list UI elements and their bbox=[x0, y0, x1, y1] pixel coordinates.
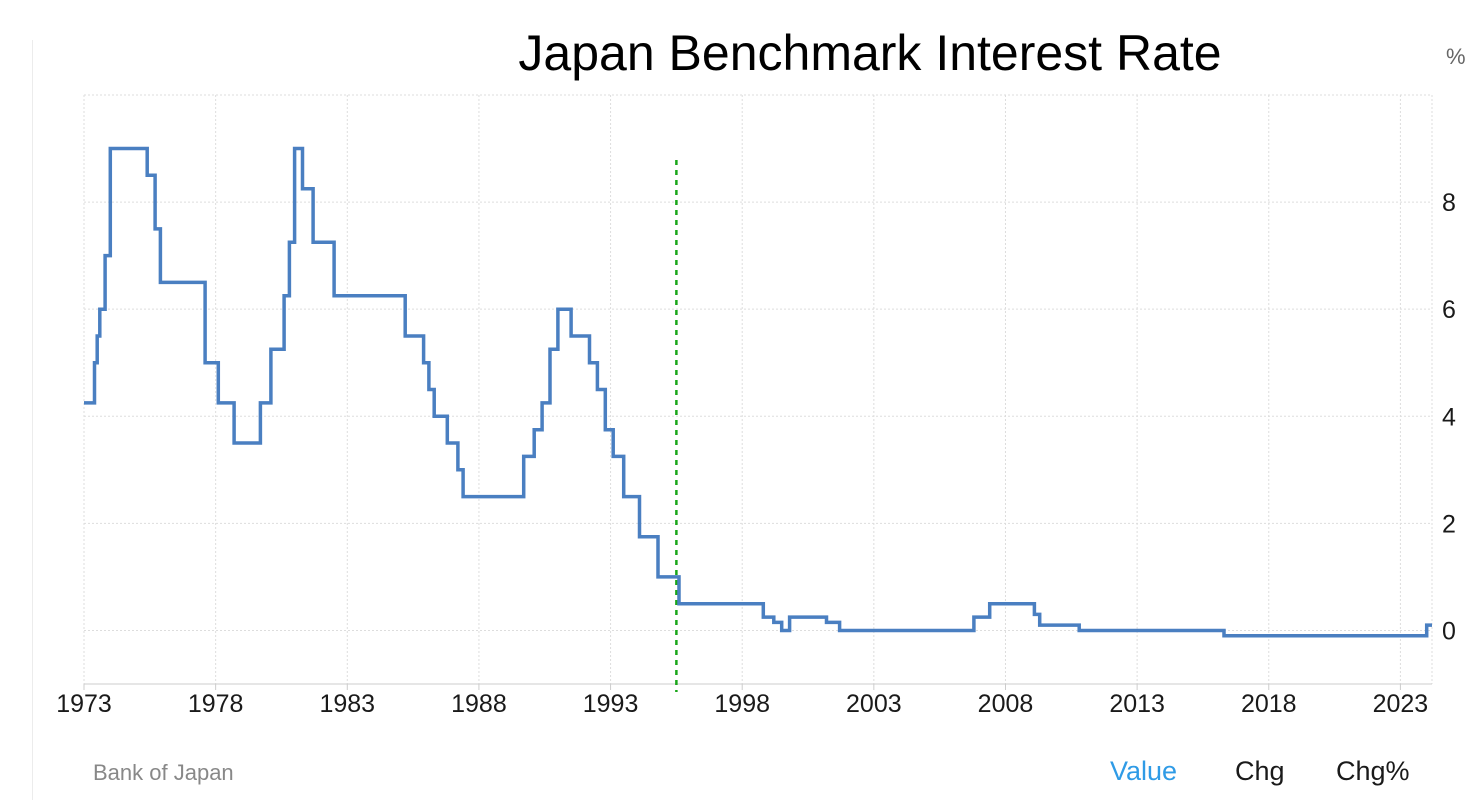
source-label: Bank of Japan bbox=[93, 760, 234, 785]
unit-label: % bbox=[1446, 44, 1466, 69]
x-tick-label: 2018 bbox=[1241, 690, 1297, 718]
view-tabs: Value Chg Chg% bbox=[0, 756, 1484, 792]
chart-title: Japan Benchmark Interest Rate bbox=[518, 25, 1222, 81]
y-tick-label: 0 bbox=[1442, 617, 1456, 645]
x-tick-label: 1973 bbox=[56, 690, 112, 718]
x-tick-label: 1983 bbox=[319, 690, 375, 718]
x-tick-label: 1988 bbox=[451, 690, 507, 718]
x-tick-label: 1978 bbox=[188, 690, 244, 718]
chart-area: 1973 1978 1983 1988 1993 1998 2003 2008 2013 2018… bbox=[56, 94, 1456, 718]
y-tick-label: 6 bbox=[1442, 296, 1456, 324]
tab-value[interactable]: Value bbox=[1110, 756, 1178, 786]
tab-chg[interactable]: Chg bbox=[1235, 756, 1285, 786]
y-tick-label: 4 bbox=[1442, 403, 1456, 431]
y-tick-label: 8 bbox=[1442, 189, 1456, 217]
x-tick-label: 2013 bbox=[1109, 690, 1165, 718]
y-tick-label: 2 bbox=[1442, 510, 1456, 538]
tab-chg-percent[interactable]: Chg% bbox=[1336, 756, 1410, 786]
series-line bbox=[84, 146, 1432, 638]
x-tick-label: 2008 bbox=[978, 690, 1034, 718]
left-border bbox=[32, 40, 33, 800]
x-tick-label: 2023 bbox=[1373, 690, 1429, 718]
x-tick-label: 1993 bbox=[583, 690, 639, 718]
x-tick-label: 2003 bbox=[846, 690, 902, 718]
x-tick-label: 1998 bbox=[714, 690, 770, 718]
